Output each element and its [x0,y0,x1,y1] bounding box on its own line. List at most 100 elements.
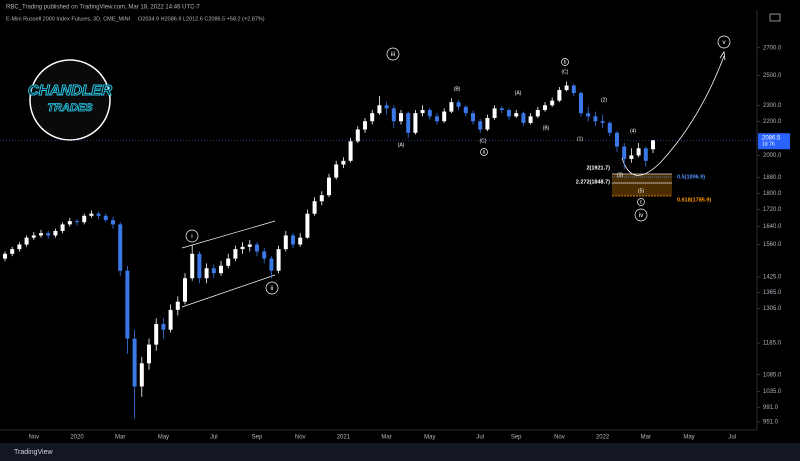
candle-body [571,85,576,94]
x-tick-label: Sep [511,435,522,441]
y-tick-label: 991.0 [763,405,779,411]
candle-body [132,338,137,387]
last-price-box [758,133,790,150]
candle-body [463,106,468,114]
candle-body [89,213,94,216]
x-tick-label: May [424,435,435,441]
candle-body [319,195,324,202]
candle-body [31,235,36,238]
candle-body [60,224,65,231]
candle-body [384,105,389,109]
candle-body [276,249,281,271]
candle-body [82,215,87,223]
candle-body [586,113,591,117]
y-tick-label: 1365.0 [763,290,782,296]
candle-body [154,323,159,345]
wave-label: c [640,200,643,206]
candle-body [161,323,166,330]
candle-body [449,102,454,112]
wave-circle [637,198,645,206]
candle-body [125,270,130,339]
candle-body [175,301,180,310]
wave-label: (C) [480,139,487,145]
candle-body [607,122,612,133]
candle-body [269,258,274,271]
candle-body [355,129,360,142]
channel-line [181,220,276,249]
arrow-head [719,50,726,61]
wave-label: a [483,150,486,156]
icon[interactable] [769,13,781,22]
candle-body [579,93,583,114]
candle-body [67,221,72,225]
candle-body [262,251,267,259]
candle-body [96,213,101,216]
fib-label: 2(1921.7) [586,165,610,171]
wave-label: (A) [515,91,522,97]
wave-label: (B) [454,87,461,93]
candle-body [103,215,108,221]
candle-body [183,278,187,302]
candle-body [75,221,79,223]
fib-label: 0.618(1785.9) [677,197,711,203]
wave-circle [386,47,400,61]
candle-body [557,90,562,101]
wave-circle [717,35,731,49]
candle-body [283,235,288,250]
footer-brand: TradingView [14,449,53,456]
fib-label: 2.272(1848.7) [576,179,610,185]
wave-label: (2) [601,98,607,104]
y-tick-label: 2300.0 [763,103,782,109]
candle-body [204,268,209,279]
logo-line2: TRADES [47,102,93,114]
candle-body [629,155,634,160]
wave-label: v [722,39,726,46]
channel-line [181,274,276,308]
x-tick-label: 2021 [337,435,351,441]
x-tick-label: Mar [641,435,651,441]
candle-body [406,113,411,133]
candle-body [53,230,58,236]
candle-body [168,309,173,330]
fib-label: 0.5(1896.9) [677,174,705,180]
candle-body [341,160,346,165]
x-tick-label: Jul [210,435,218,441]
wave-label: iii [391,51,395,58]
candle-body [651,140,655,150]
wave-label: (C) [562,70,569,76]
candle-body [312,201,317,214]
footer-bar [0,443,800,461]
candle-body [240,246,245,250]
candle-body [643,148,648,161]
candle-body [327,177,331,196]
wave-circle [480,148,488,156]
candle-body [615,132,619,147]
candle-body [46,233,51,236]
candle-body [622,146,627,160]
candle-body [391,108,396,122]
y-tick-label: 1305.0 [763,306,782,312]
candle-body [118,224,123,271]
candle-body [507,109,511,117]
wave-label: (A) [398,143,405,149]
x-tick-label: Sep [252,435,263,441]
candle-body [413,113,418,133]
y-tick-label: 1560.0 [763,242,782,248]
wave-label: (5) [638,189,644,195]
candle-body [291,235,295,245]
candle-body [219,265,223,274]
x-tick-label: Mar [381,435,391,441]
candle-body [10,249,15,254]
y-tick-label: 1640.0 [763,224,782,230]
candle-body [399,113,403,122]
candle-body [3,253,7,259]
candle-body [535,109,540,117]
y-tick-label: 1425.0 [763,275,782,281]
candle-body [377,105,382,114]
candle-body [24,237,29,245]
logo: CHANDLER TRADES [27,59,113,141]
candle-body [247,244,252,247]
candle-body [471,113,475,122]
candle-body [370,113,375,122]
